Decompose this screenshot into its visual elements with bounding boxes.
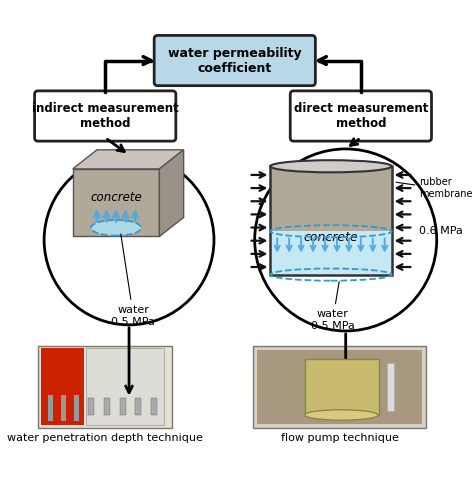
Bar — [270, 166, 392, 274]
Text: water penetration depth technique: water penetration depth technique — [7, 433, 203, 444]
Text: flow pump technique: flow pump technique — [281, 433, 399, 444]
Ellipse shape — [304, 410, 378, 420]
FancyBboxPatch shape — [154, 35, 315, 86]
Polygon shape — [73, 150, 183, 169]
Text: water permeability
coefficient: water permeability coefficient — [168, 46, 301, 75]
Bar — [104, 398, 110, 415]
Bar — [74, 395, 79, 421]
Ellipse shape — [91, 220, 141, 236]
Bar — [257, 350, 422, 423]
FancyBboxPatch shape — [290, 91, 431, 141]
Bar — [135, 398, 141, 415]
Text: indirect measurement
method: indirect measurement method — [32, 102, 179, 130]
Ellipse shape — [270, 160, 392, 172]
Text: water
0.5 MPa: water 0.5 MPa — [111, 234, 155, 327]
Bar — [38, 346, 173, 428]
Text: 0.6 MPa: 0.6 MPa — [419, 226, 463, 236]
Text: direct measurement
method: direct measurement method — [294, 102, 428, 130]
Bar — [62, 395, 66, 421]
Bar — [151, 398, 157, 415]
Bar — [305, 359, 379, 415]
Bar — [41, 348, 84, 425]
Bar — [119, 398, 126, 415]
Text: rubber
membrane: rubber membrane — [419, 177, 473, 199]
Bar — [270, 231, 392, 274]
Bar — [253, 346, 426, 428]
Polygon shape — [159, 150, 183, 237]
Text: concrete: concrete — [303, 231, 358, 244]
Bar — [48, 395, 53, 421]
Bar — [387, 363, 394, 411]
Text: water
0.5 MPa: water 0.5 MPa — [311, 282, 355, 331]
Bar — [88, 398, 94, 415]
Text: concrete: concrete — [90, 191, 142, 204]
Bar — [86, 348, 164, 425]
Polygon shape — [73, 169, 159, 237]
FancyBboxPatch shape — [35, 91, 176, 141]
Bar — [270, 166, 392, 231]
